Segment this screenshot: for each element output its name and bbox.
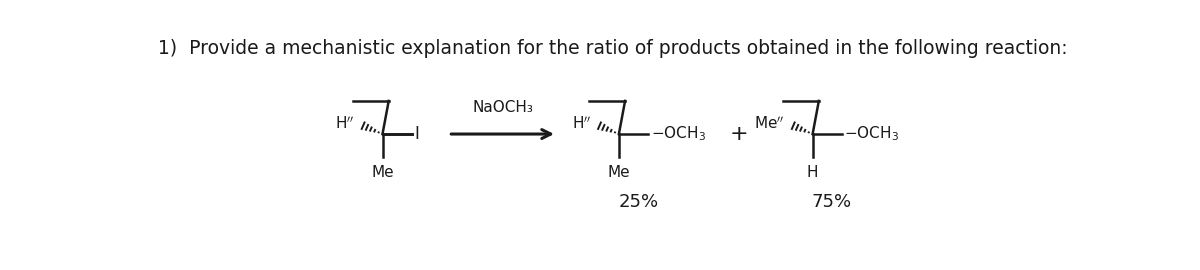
Text: +: +: [730, 124, 749, 144]
Text: I: I: [414, 125, 419, 143]
Text: H: H: [806, 165, 818, 180]
Text: Me: Me: [371, 165, 394, 180]
Text: $-$OCH$_3$: $-$OCH$_3$: [845, 125, 899, 143]
Text: Me: Me: [607, 165, 630, 180]
Text: NaOCH₃: NaOCH₃: [472, 100, 533, 115]
Text: $-$OCH$_3$: $-$OCH$_3$: [650, 125, 706, 143]
Text: Me$^{\prime\prime}$: Me$^{\prime\prime}$: [755, 115, 785, 131]
Text: H$^{\prime\prime}$: H$^{\prime\prime}$: [335, 115, 355, 131]
Text: H$^{\prime\prime}$: H$^{\prime\prime}$: [571, 115, 590, 131]
Text: 1)  Provide a mechanistic explanation for the ratio of products obtained in the : 1) Provide a mechanistic explanation for…: [157, 39, 1067, 58]
Text: 75%: 75%: [812, 193, 852, 211]
Text: 25%: 25%: [618, 193, 659, 211]
